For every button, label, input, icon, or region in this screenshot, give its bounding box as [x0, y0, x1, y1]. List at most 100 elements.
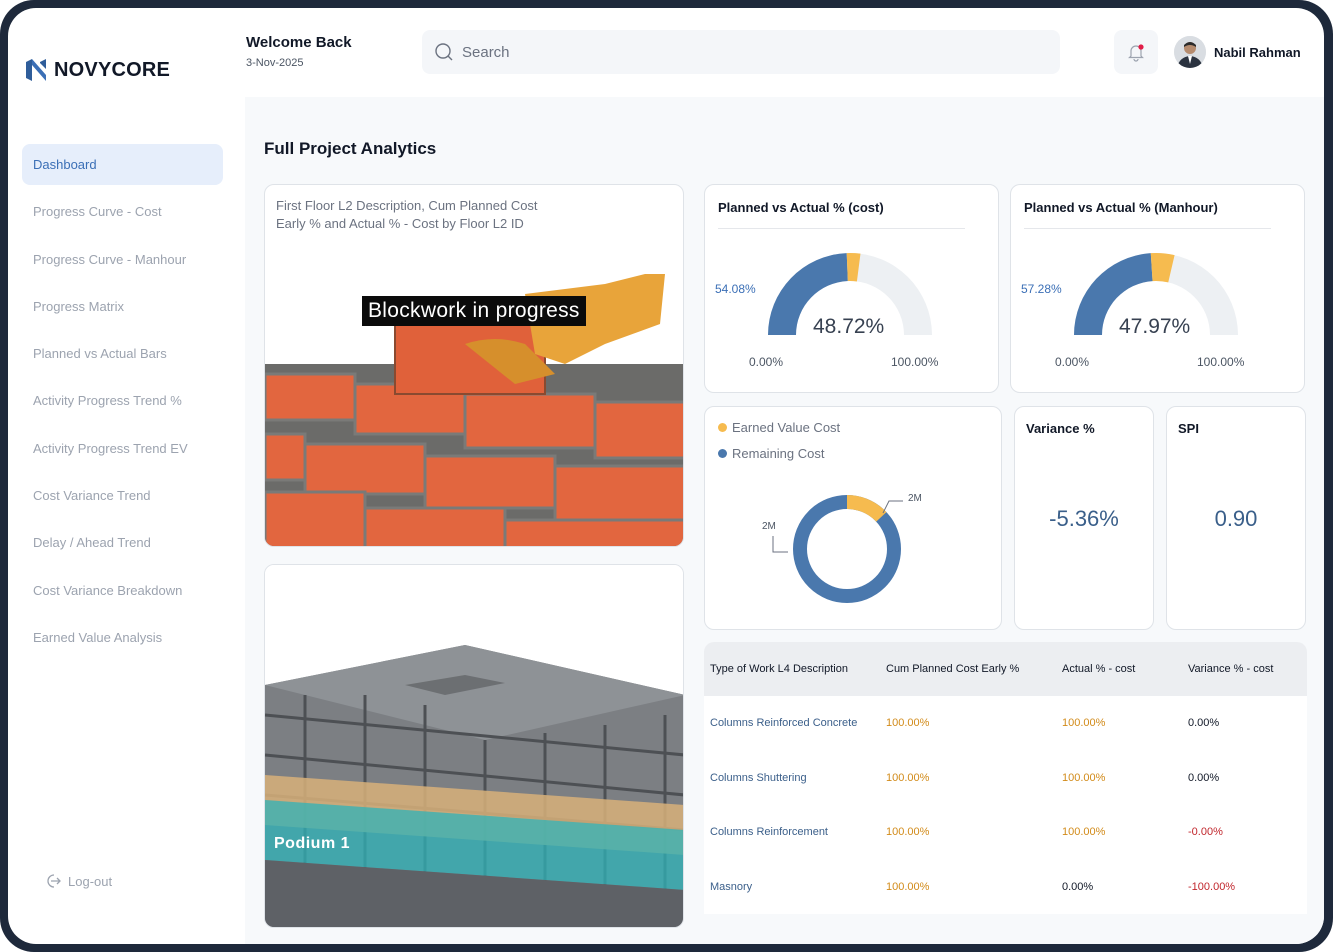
- sidebar-item-activity-progress-trend-ev[interactable]: Activity Progress Trend EV: [33, 440, 188, 456]
- earned-value-donut-card[interactable]: Earned Value Cost Remaining Cost 2M 2M: [704, 406, 1002, 630]
- gauge-manhour-title: Planned vs Actual % (Manhour): [1024, 200, 1218, 215]
- table-header-row: Type of Work L4 Description Cum Planned …: [704, 642, 1307, 696]
- column-header-variance[interactable]: Variance % - cost: [1188, 663, 1274, 675]
- work-progress-table-card: Type of Work L4 Description Cum Planned …: [704, 642, 1307, 914]
- legend-dot-remaining: [718, 449, 727, 458]
- search-bar[interactable]: [422, 30, 1060, 74]
- bell-icon: [1128, 44, 1144, 62]
- gauge-card-cost[interactable]: Planned vs Actual % (cost) 54.08% 48.72%…: [704, 184, 999, 393]
- legend-label: Earned Value Cost: [732, 420, 841, 435]
- spi-title: SPI: [1178, 421, 1199, 436]
- user-profile[interactable]: Nabil Rahman: [1174, 36, 1301, 68]
- title-divider: [1024, 228, 1271, 229]
- donut-remaining-leader-line: [772, 536, 788, 553]
- cell-variance: 0.00%: [1188, 717, 1220, 730]
- spi-value: 0.90: [1214, 506, 1258, 531]
- table-row[interactable]: Columns Reinforcement 100.00% 100.00% -0…: [704, 805, 1307, 860]
- column-header-cum-planned[interactable]: Cum Planned Cost Early %: [886, 663, 1020, 675]
- search-input[interactable]: [462, 43, 1022, 61]
- cell-actual: 100.00%: [1062, 771, 1106, 784]
- image-card-caption: First Floor L2 Description, Cum Planned …: [276, 197, 676, 233]
- work-progress-table: Type of Work L4 Description Cum Planned …: [704, 642, 1307, 914]
- legend-remaining-cost[interactable]: Remaining Cost: [718, 446, 825, 461]
- main-content: Full Project Analytics First Floor L2 De…: [245, 97, 1324, 944]
- sidebar-item-progress-curve-cost[interactable]: Progress Curve - Cost: [33, 204, 162, 220]
- building-model-card[interactable]: Podium 1: [264, 564, 684, 928]
- welcome-title: Welcome Back: [246, 34, 352, 51]
- logout-button[interactable]: Log-out: [44, 872, 112, 890]
- welcome-block: Welcome Back 3-Nov-2025: [246, 34, 352, 69]
- current-date: 3-Nov-2025: [246, 57, 304, 69]
- gauge-manhour-actual-value: 47.97%: [1119, 315, 1191, 338]
- legend-dot-earned: [718, 423, 727, 432]
- cell-actual: 0.00%: [1062, 880, 1094, 893]
- gauge-actual-arc: [768, 253, 848, 335]
- cell-actual: 100.00%: [1062, 717, 1106, 730]
- gauge-actual-arc: [1074, 253, 1153, 335]
- sidebar-item-planned-vs-actual-bars[interactable]: Planned vs Actual Bars: [33, 346, 167, 362]
- sidebar-item-activity-progress-trend-pct[interactable]: Activity Progress Trend %: [33, 393, 182, 409]
- variance-title: Variance %: [1026, 421, 1095, 436]
- donut-earned-slice: [793, 495, 901, 603]
- sidebar-item-progress-matrix[interactable]: Progress Matrix: [33, 298, 125, 314]
- podium-label: Podium 1: [274, 835, 351, 852]
- logout-icon: [47, 874, 61, 888]
- cell-variance: -0.00%: [1188, 826, 1223, 839]
- brand-logo[interactable]: NOVYCORE: [24, 58, 170, 82]
- brand-name: NOVYCORE: [54, 58, 171, 81]
- floor-progress-image-card[interactable]: First Floor L2 Description, Cum Planned …: [264, 184, 684, 547]
- cell-variance: -100.00%: [1188, 880, 1236, 893]
- column-header-type-of-work[interactable]: Type of Work L4 Description: [710, 663, 848, 675]
- donut-earned-leader-line: [882, 500, 903, 514]
- cell-description: Columns Shuttering: [710, 771, 807, 784]
- cell-variance: 0.00%: [1188, 771, 1220, 784]
- table-row[interactable]: Masnory 100.00% 0.00% -100.00%: [704, 860, 1307, 915]
- caption-line-2: Early % and Actual % - Cost by Floor L2 …: [276, 216, 524, 231]
- sidebar-item-cost-variance-breakdown[interactable]: Cost Variance Breakdown: [33, 582, 183, 598]
- gauge-manhour-max-label: 100.00%: [1197, 355, 1245, 369]
- sidebar-item-delay-ahead-trend[interactable]: Delay / Ahead Trend: [33, 535, 151, 551]
- logout-label: Log-out: [68, 873, 113, 889]
- gauge-cost-min-label: 0.00%: [749, 355, 784, 369]
- gauge-manhour-planned-label: 57.28%: [1021, 282, 1062, 296]
- building-model-illustration: [265, 565, 683, 927]
- variance-value: -5.36%: [1049, 506, 1119, 531]
- donut-remaining-label: 2M: [762, 521, 776, 532]
- cell-cum-planned: 100.00%: [886, 880, 930, 893]
- variance-kpi-card[interactable]: Variance % -5.36%: [1014, 406, 1154, 630]
- blockwork-banner: Blockwork in progress: [362, 296, 586, 326]
- earned-value-donut-chart: [772, 495, 903, 603]
- sidebar-nav: Dashboard Progress Curve - Cost Progress…: [22, 144, 223, 664]
- app-screen: NOVYCORE Dashboard Progress Curve - Cost…: [8, 8, 1324, 944]
- caption-line-1: First Floor L2 Description, Cum Planned …: [276, 198, 538, 213]
- user-name: Nabil Rahman: [1214, 44, 1301, 60]
- table-row[interactable]: Columns Shuttering 100.00% 100.00% 0.00%: [704, 751, 1307, 806]
- gauge-cost-actual-value: 48.72%: [813, 315, 885, 338]
- cell-cum-planned: 100.00%: [886, 826, 930, 839]
- cell-description: Masnory: [710, 880, 753, 893]
- sidebar-item-cost-variance-trend[interactable]: Cost Variance Trend: [33, 488, 151, 504]
- notifications-button[interactable]: [1114, 30, 1158, 74]
- cell-cum-planned: 100.00%: [886, 717, 930, 730]
- legend-earned-value-cost[interactable]: Earned Value Cost: [718, 420, 840, 435]
- user-avatar-icon: [1174, 36, 1206, 68]
- table-row[interactable]: Columns Reinforced Concrete 100.00% 100.…: [704, 696, 1307, 751]
- gauge-card-manhour[interactable]: Planned vs Actual % (Manhour) 57.28% 47.…: [1010, 184, 1305, 393]
- search-icon: [435, 43, 453, 61]
- sidebar-item-progress-curve-manhour[interactable]: Progress Curve - Manhour: [33, 251, 187, 267]
- gauge-cost-title: Planned vs Actual % (cost): [718, 200, 884, 215]
- title-divider: [718, 228, 965, 229]
- cell-actual: 100.00%: [1062, 826, 1106, 839]
- column-header-actual[interactable]: Actual % - cost: [1062, 663, 1136, 675]
- legend-label: Remaining Cost: [732, 446, 825, 461]
- cell-cum-planned: 100.00%: [886, 771, 930, 784]
- gauge-planned-arc: [1150, 253, 1175, 283]
- donut-earned-label: 2M: [908, 493, 922, 504]
- spi-kpi-card[interactable]: SPI 0.90: [1166, 406, 1306, 630]
- cell-description: Columns Reinforced Concrete: [710, 717, 858, 730]
- sidebar-item-dashboard[interactable]: Dashboard: [22, 144, 223, 185]
- sidebar-item-earned-value-analysis[interactable]: Earned Value Analysis: [33, 629, 163, 645]
- gauge-cost-max-label: 100.00%: [891, 355, 939, 369]
- gauge-manhour-chart: [1074, 253, 1238, 335]
